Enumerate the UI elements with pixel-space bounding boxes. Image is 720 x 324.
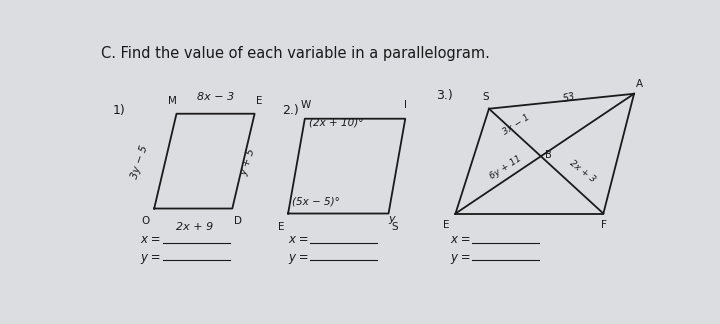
Text: B: B	[545, 150, 552, 160]
Text: (5x − 5)°: (5x − 5)°	[292, 196, 340, 206]
Text: I: I	[404, 100, 407, 110]
Text: x =: x =	[450, 233, 471, 246]
Text: D: D	[234, 216, 242, 226]
Text: C. Find the value of each variable in a parallelogram.: C. Find the value of each variable in a …	[101, 46, 490, 61]
Text: 8x − 3: 8x − 3	[197, 92, 234, 102]
Text: (2x + 10)°: (2x + 10)°	[309, 118, 363, 127]
Text: 6y + 11: 6y + 11	[488, 154, 523, 181]
Text: y =: y =	[450, 251, 471, 264]
Text: O: O	[141, 216, 150, 226]
Text: E: E	[256, 96, 263, 106]
Text: y + 5: y + 5	[239, 147, 257, 177]
Text: 2x + 3: 2x + 3	[567, 158, 597, 184]
Text: A: A	[636, 79, 643, 89]
Text: y: y	[389, 214, 395, 224]
Text: y =: y =	[288, 251, 309, 264]
Text: y =: y =	[140, 251, 161, 264]
Text: 2x + 9: 2x + 9	[176, 222, 213, 232]
Text: S: S	[483, 92, 490, 102]
Text: 1): 1)	[112, 104, 125, 117]
Text: E: E	[278, 222, 284, 232]
Text: S: S	[392, 222, 398, 232]
Text: 3.): 3.)	[436, 89, 453, 102]
Text: x =: x =	[140, 233, 161, 246]
Text: 3x − 1: 3x − 1	[501, 113, 531, 137]
Text: 53: 53	[562, 91, 576, 104]
Text: 3y − 5: 3y − 5	[129, 145, 149, 180]
Text: 2.): 2.)	[282, 104, 300, 117]
Text: x =: x =	[288, 233, 309, 246]
Text: F: F	[601, 220, 607, 230]
Text: W: W	[301, 100, 311, 110]
Text: E: E	[443, 220, 449, 230]
Text: M: M	[168, 96, 177, 106]
